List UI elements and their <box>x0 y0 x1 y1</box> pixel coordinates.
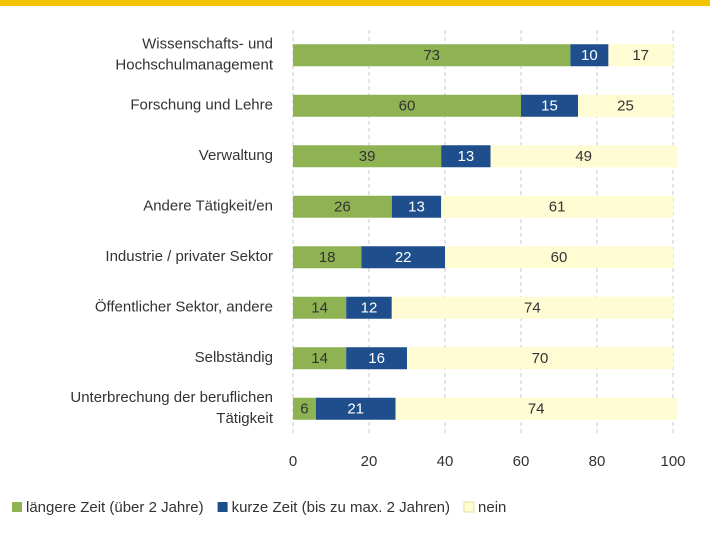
value-label: 12 <box>361 300 378 317</box>
bar-segment <box>578 94 673 117</box>
bar-segment <box>441 145 491 168</box>
y-tick-label: Verwaltung <box>199 147 273 164</box>
value-label: 61 <box>549 199 566 216</box>
value-label: 74 <box>528 401 545 418</box>
bar-segment <box>293 347 347 370</box>
y-tick-label: Andere Tätigkeit/en <box>143 198 273 215</box>
bar-segment <box>391 296 673 319</box>
y-tick-label: Öffentlicher Sektor, andere <box>95 298 273 316</box>
value-label: 49 <box>575 148 592 165</box>
value-label: 15 <box>541 98 558 115</box>
bar-segment <box>293 195 392 218</box>
bar-segment <box>361 246 445 269</box>
value-label: 22 <box>395 249 412 266</box>
y-tick-label: Wissenschafts- und <box>142 36 273 53</box>
bar-segment <box>407 347 673 370</box>
bar-segment <box>395 397 677 420</box>
y-tick-label: Forschung und Lehre <box>130 97 273 114</box>
value-label: 73 <box>423 47 440 64</box>
legend-label: nein <box>478 499 506 516</box>
legend-label: kurze Zeit (bis zu max. 2 Jahren) <box>232 499 450 516</box>
value-label: 25 <box>617 98 634 115</box>
value-label: 39 <box>359 148 376 165</box>
x-tick-label: 0 <box>289 453 297 470</box>
x-tick-label: 100 <box>660 453 685 470</box>
x-tick-label: 20 <box>361 453 378 470</box>
value-label: 16 <box>368 350 385 367</box>
bar-segment <box>293 44 571 67</box>
legend-swatch <box>12 502 22 512</box>
value-label: 10 <box>581 47 598 64</box>
value-label: 13 <box>458 148 475 165</box>
y-tick-label: Unterbrechung der beruflichen <box>70 389 273 406</box>
bar-segment <box>293 246 362 269</box>
value-label: 74 <box>524 300 541 317</box>
bar-segment <box>346 347 407 370</box>
y-tick-label: Industrie / privater Sektor <box>105 248 273 265</box>
bar-segment <box>608 44 673 67</box>
x-tick-label: 60 <box>513 453 530 470</box>
bar-segment <box>293 145 442 168</box>
bar-segment <box>521 94 578 117</box>
value-label: 18 <box>319 249 336 266</box>
bar-segment <box>490 145 677 168</box>
x-tick-label: 80 <box>589 453 606 470</box>
value-label: 70 <box>532 350 549 367</box>
value-label: 60 <box>399 98 416 115</box>
value-label: 26 <box>334 199 351 216</box>
bar-segment <box>570 44 609 67</box>
bar-segment <box>293 94 521 117</box>
bar-segment <box>315 397 396 420</box>
value-label: 21 <box>347 401 364 418</box>
value-label: 14 <box>311 350 328 367</box>
top-strip <box>0 0 710 6</box>
y-tick-label: Hochschulmanagement <box>115 57 273 74</box>
value-label: 17 <box>632 47 649 64</box>
y-tick-label: Selbständig <box>195 349 273 366</box>
value-label: 6 <box>300 401 308 418</box>
bar-segment <box>391 195 442 218</box>
x-tick-label: 40 <box>437 453 454 470</box>
bar-segment <box>441 195 673 218</box>
legend-label: längere Zeit (über 2 Jahre) <box>26 499 204 516</box>
legend-swatch <box>217 502 228 512</box>
bar-segment <box>445 246 673 269</box>
legend-swatch <box>463 501 475 513</box>
bar-segment <box>346 296 392 319</box>
value-label: 60 <box>551 249 568 266</box>
y-tick-label: Tätigkeit <box>216 410 274 427</box>
bar-segment <box>293 296 347 319</box>
bar-segment <box>293 397 316 420</box>
value-label: 14 <box>311 300 328 317</box>
value-label: 13 <box>408 199 425 216</box>
